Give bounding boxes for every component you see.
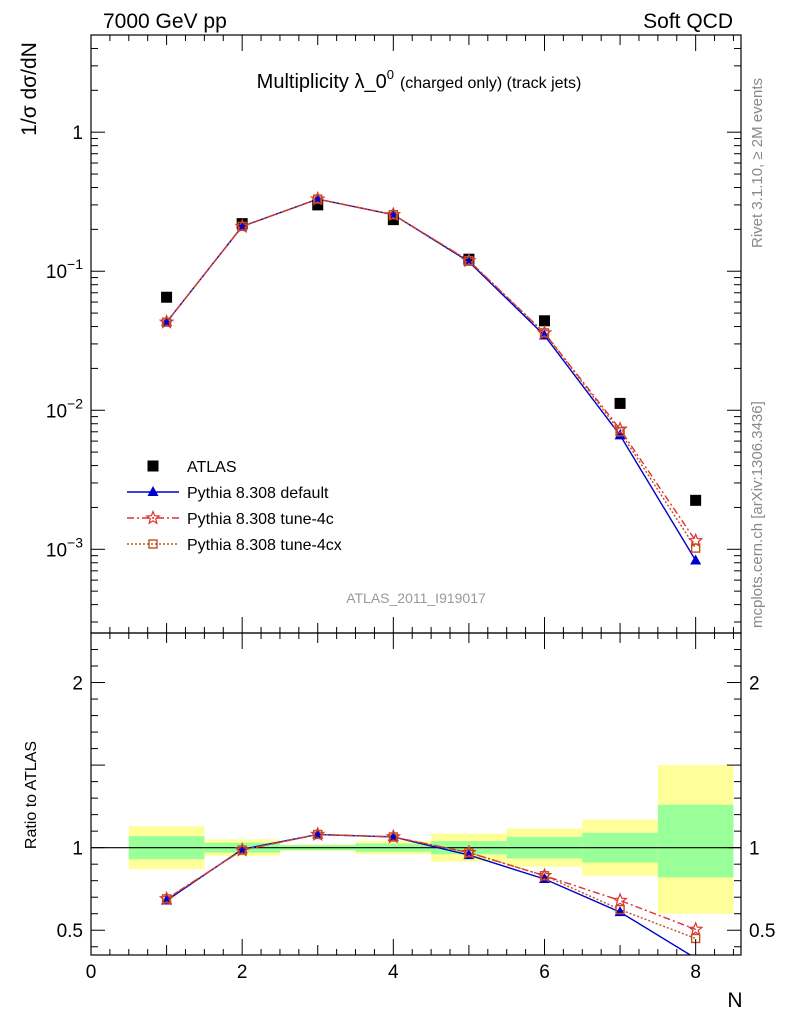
chart-title: Multiplicity λ_00 (charged only) (track j…: [257, 67, 582, 93]
energy-label: 7000 GeV pp: [103, 10, 227, 33]
legend-label: Pythia 8.308 tune-4c: [187, 511, 334, 528]
y-tick-label: 10−1: [46, 256, 83, 283]
main-point: [539, 328, 550, 338]
main-point: [615, 427, 625, 437]
category-label: Soft QCD: [643, 10, 733, 33]
main-line-1: [166, 198, 697, 561]
ratio-point: [161, 894, 172, 904]
mcplots-label: mcplots.cern.ch [arXiv:1306.3436]: [749, 401, 766, 628]
main-line-3: [166, 198, 697, 549]
x-tick-label: 6: [539, 962, 550, 983]
main-point: [614, 397, 626, 409]
y-tick-mantissa: 10: [46, 540, 67, 561]
main-point: [161, 317, 172, 327]
main-ylabel: 1/σ dσ/dN: [18, 42, 41, 136]
main-line-2: [166, 198, 697, 542]
ratio-frame: [90, 632, 742, 956]
ratio-line-0: [166, 833, 692, 955]
y-tick-exponent: −2: [67, 395, 83, 411]
ratio-y-tick-label-right: 1: [749, 839, 760, 860]
main-point: [237, 221, 247, 232]
main-point: [313, 194, 323, 204]
main-point: [538, 315, 550, 327]
y-tick-exponent: −3: [67, 534, 83, 550]
legend-marker: [147, 460, 159, 472]
ratio-line-2: [166, 833, 696, 940]
ratio-point: [687, 921, 704, 937]
ratio-y-tick-label: 1: [72, 839, 83, 860]
ratio-point: [464, 847, 474, 858]
ratio-point: [615, 904, 625, 915]
main-point: [614, 429, 626, 440]
legend-marker: [147, 486, 159, 496]
x-tick-label: 4: [388, 962, 399, 983]
legend-label: Pythia 8.308 tune-4cx: [187, 537, 342, 554]
x-tick-label: 2: [237, 962, 248, 983]
main-point: [690, 494, 702, 506]
ratio-y-tick-label-right: 2: [749, 674, 760, 695]
main-point: [690, 554, 702, 565]
legend-marker: [148, 539, 158, 549]
y-tick-label: 10−3: [46, 534, 83, 561]
main-point: [388, 209, 399, 220]
y-tick-label: 1: [72, 123, 83, 144]
y-tick-label: 10−2: [46, 395, 83, 422]
ratio-point: [539, 871, 550, 881]
legend-label: Pythia 8.308 default: [187, 485, 329, 502]
main-point: [312, 199, 324, 211]
main-point: [161, 291, 173, 303]
main-point: [387, 214, 399, 226]
ratio-point: [612, 892, 628, 908]
y-tick-mantissa: 1: [72, 123, 83, 144]
ratio-point: [388, 832, 399, 842]
y-tick-mantissa: 10: [46, 401, 67, 422]
ratio-y-tick-label: 2: [72, 674, 83, 695]
x-tick-label: 8: [690, 962, 701, 983]
legend-label: ATLAS: [187, 459, 237, 476]
ratio-y-tick-label: 0.5: [57, 921, 83, 942]
ratio-point: [237, 845, 247, 855]
series-markers: [158, 190, 704, 944]
uncertainty-bands: [91, 765, 741, 914]
title-main: Multiplicity λ_0: [257, 71, 387, 93]
axes: 110−110−210−30 2 4 6 80.5 0.51 12 2: [46, 34, 775, 983]
legend-marker: [145, 509, 161, 525]
rivet-label: Rivet 3.1.10, ≥ 2M events: [749, 78, 766, 248]
y-tick-exponent: −1: [67, 256, 83, 272]
analysis-tag: ATLAS_2011_I919017: [346, 590, 486, 606]
ratio-y-tick-label-right: 0.5: [749, 921, 775, 942]
series-lines: [166, 198, 697, 955]
main-point: [464, 256, 474, 266]
ratio-point: [313, 829, 323, 840]
x-axis-label: N: [727, 989, 742, 1012]
main-point: [690, 543, 701, 553]
inner-band: [657, 804, 734, 878]
x-tick-label: 0: [86, 962, 97, 983]
ratio-ylabel: Ratio to ATLAS: [23, 741, 40, 849]
legend: ATLAS Pythia 8.308 default Pythia 8.308 tu…: [127, 459, 342, 554]
title-sup: 0: [387, 67, 394, 82]
title-sub: (charged only) (track jets): [400, 75, 581, 92]
y-tick-mantissa: 10: [46, 262, 67, 283]
